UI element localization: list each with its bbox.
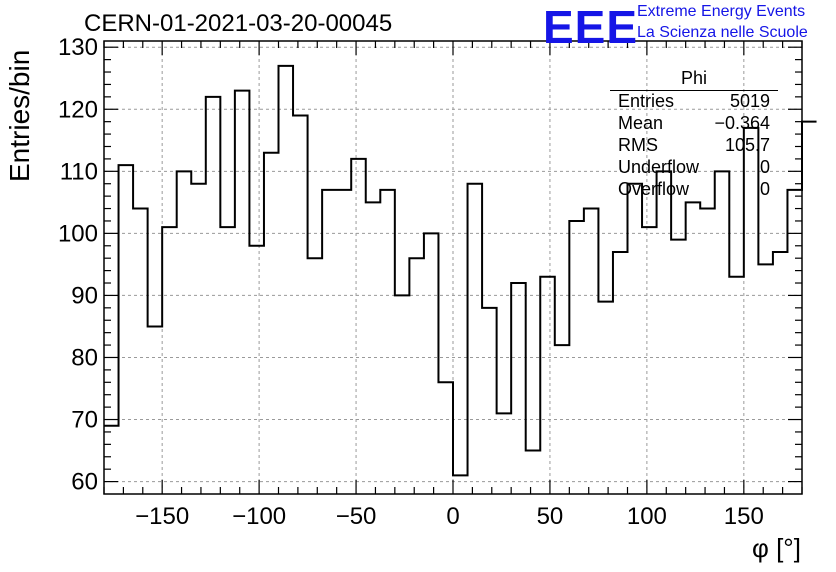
histogram-bin (715, 171, 730, 494)
histogram-bin (773, 252, 788, 494)
histogram-bin (191, 184, 206, 494)
histogram-bin (729, 277, 744, 494)
histogram-bin (482, 308, 497, 494)
stats-label: Overflow (618, 179, 690, 199)
stats-value: 0 (759, 157, 770, 177)
histogram-bin (177, 171, 192, 494)
histogram-bin (235, 91, 250, 494)
stats-row-rms: RMS 105.7 (610, 135, 778, 157)
histogram-bin (438, 382, 453, 494)
histogram-bin (380, 190, 395, 494)
y-tick-label: 130 (58, 34, 98, 61)
stats-value: 0 (759, 179, 770, 199)
stats-value: 105.7 (724, 135, 770, 155)
y-tick-label: 80 (71, 344, 98, 371)
histogram-bin (308, 258, 323, 494)
histogram-bin (642, 227, 657, 494)
histogram-bin (540, 277, 555, 494)
histogram-bin (162, 227, 177, 494)
eee-logo: EEE (543, 1, 639, 53)
histogram-bin (686, 202, 701, 494)
x-tick-label: 0 (446, 503, 459, 530)
histogram-bin (351, 159, 366, 494)
histogram-bin (220, 227, 235, 494)
logo-line-1: Extreme Energy Events (637, 3, 806, 20)
axis-ticks (103, 41, 803, 494)
stats-label: Entries (618, 91, 675, 111)
histogram-bin (366, 202, 381, 494)
y-tick-label: 70 (71, 407, 98, 434)
stats-row-entries: Entries 5019 (610, 91, 778, 113)
histogram-bin (104, 426, 119, 494)
histogram-bin (598, 302, 613, 494)
x-axis-label: φ [°] (752, 533, 801, 563)
y-tick-label: 120 (58, 96, 98, 123)
histogram-bin (584, 209, 599, 494)
histogram-bin (148, 326, 163, 494)
x-tick-label: 100 (627, 503, 667, 530)
stats-label: Underflow (618, 157, 700, 177)
histogram-bin (293, 115, 308, 494)
histogram-bin (409, 258, 424, 494)
histogram-bin (526, 451, 541, 494)
histogram-bin (264, 153, 279, 494)
histogram-bin (802, 122, 817, 494)
histogram-bin (337, 190, 352, 494)
y-tick-label: 60 (71, 469, 98, 496)
histogram-bin (628, 184, 643, 494)
histogram-bin (613, 252, 628, 494)
x-tick-label: −150 (135, 503, 189, 530)
x-tick-label: 150 (724, 503, 764, 530)
histogram-bin (468, 184, 483, 494)
histogram-bin (453, 475, 468, 494)
histogram-bin (758, 264, 773, 494)
histogram-bin (671, 240, 686, 494)
stats-title: Phi (610, 68, 778, 91)
stats-box: Phi Entries 5019 Mean −0.364 RMS 105.7 U… (610, 68, 778, 201)
logo-line-2: La Scienza nelle Scuole (637, 24, 808, 41)
x-tick-label: −50 (336, 503, 377, 530)
histogram-outline (104, 64, 817, 477)
y-tick-label: 110 (60, 158, 98, 185)
stats-row-mean: Mean −0.364 (610, 113, 778, 135)
stats-label: Mean (618, 113, 664, 133)
stats-row-underflow: Underflow 0 (610, 157, 778, 179)
histogram-bin (511, 283, 526, 494)
histogram-bin (700, 209, 715, 494)
histogram-bin (787, 190, 802, 494)
histogram-bin (424, 233, 439, 494)
y-axis-label: Entries/bin (4, 49, 35, 182)
histogram-bin (657, 171, 672, 494)
histogram-bin (322, 190, 337, 494)
stats-row-overflow: Overflow 0 (610, 179, 778, 201)
chart-title: CERN-01-2021-03-20-00045 (84, 10, 393, 37)
y-tick-label: 90 (71, 282, 98, 309)
x-tick-label: 50 (537, 503, 564, 530)
histogram-bin (279, 66, 294, 494)
tick-labels: −150 −100 −50 0 50 100 150 60 70 80 90 100 110 120 130 (58, 34, 764, 530)
histogram-bin (395, 295, 410, 494)
stats-value: −0.364 (714, 113, 770, 133)
stats-value: 5019 (729, 91, 770, 111)
histogram-bin (119, 165, 134, 494)
histogram-bin (249, 246, 264, 494)
histogram-bin (569, 221, 584, 494)
y-tick-label: 100 (58, 220, 98, 247)
stats-label: RMS (618, 135, 658, 155)
histogram-bin (133, 209, 148, 494)
x-tick-label: −100 (232, 503, 286, 530)
